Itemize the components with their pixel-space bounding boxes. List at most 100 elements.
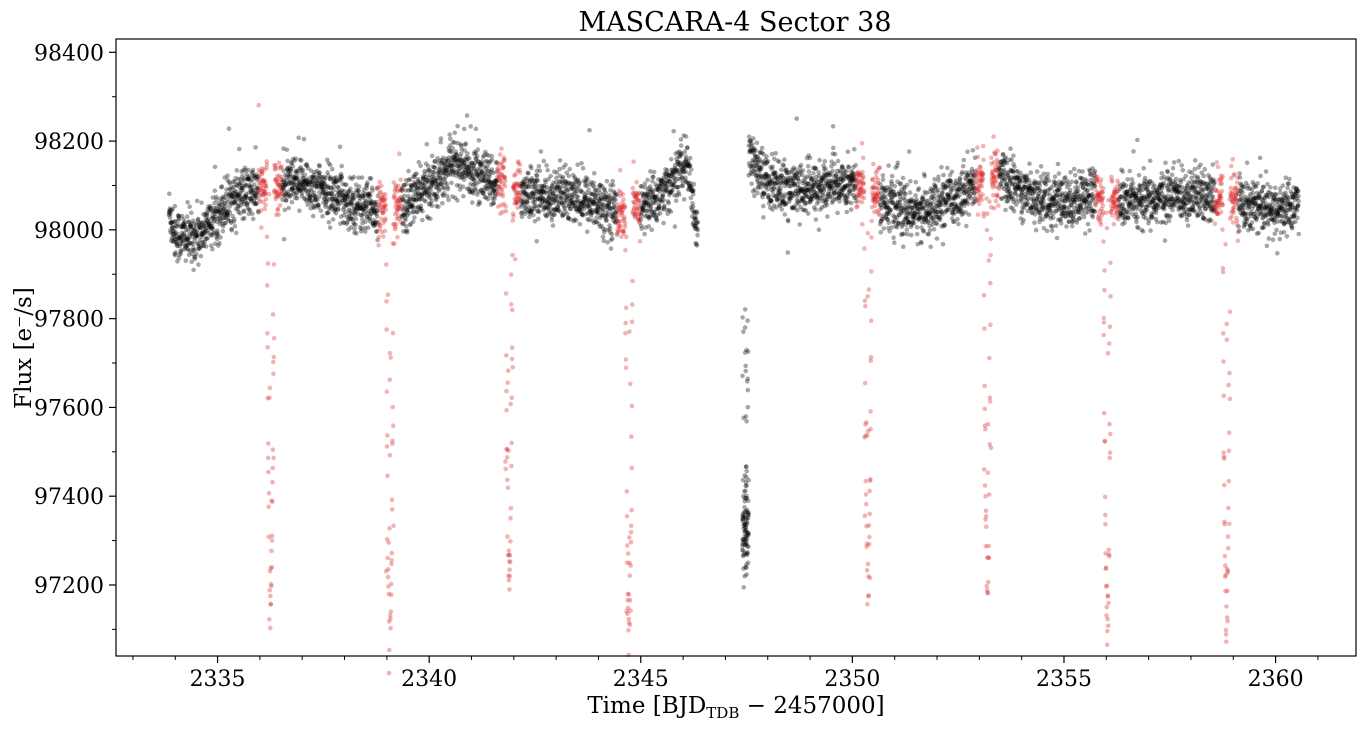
flux-point: [300, 186, 305, 191]
flux-point: [199, 231, 205, 237]
flux-point: [1068, 170, 1073, 175]
flux-point: [198, 253, 204, 259]
in-transit-point: [1104, 210, 1109, 216]
flux-point: [320, 185, 325, 191]
flux-point: [244, 195, 250, 200]
flux-point: [230, 179, 236, 184]
in-transit-point: [505, 534, 510, 539]
flux-point: [252, 200, 258, 206]
flux-point: [1056, 171, 1062, 176]
in-transit-point: [277, 203, 283, 208]
in-transit-point: [272, 177, 278, 182]
flux-point: [286, 205, 292, 211]
in-transit-point: [263, 185, 269, 191]
flux-point: [926, 232, 932, 237]
flux-point: [685, 145, 690, 151]
flux-point: [317, 170, 323, 175]
flux-point: [295, 174, 300, 179]
in-transit-point: [257, 192, 263, 197]
flux-point: [926, 219, 931, 224]
flux-point: [921, 229, 926, 234]
flux-point: [314, 181, 319, 187]
flux-point: [314, 184, 320, 189]
in-transit-point: [267, 568, 273, 574]
flux-point: [196, 243, 202, 249]
flux-point: [294, 170, 300, 176]
flux-point: [234, 168, 240, 173]
in-transit-point: [859, 140, 865, 146]
in-transit-point: [975, 154, 981, 160]
in-transit-point: [265, 261, 271, 266]
flux-point: [209, 233, 214, 238]
flux-point: [878, 230, 884, 235]
flux-point: [173, 218, 178, 224]
flux-point: [1081, 191, 1086, 196]
flux-point: [180, 223, 186, 229]
flux-point: [221, 224, 226, 229]
in-transit-point: [256, 197, 262, 202]
flux-point: [316, 205, 321, 210]
flux-point: [284, 191, 289, 197]
flux-point: [208, 209, 213, 214]
in-transit-point: [985, 421, 991, 427]
flux-point: [1077, 216, 1083, 221]
in-transit-point: [269, 533, 275, 539]
flux-point: [296, 135, 302, 141]
flux-point: [251, 193, 256, 199]
flux-point: [691, 182, 697, 187]
flux-point: [255, 174, 261, 180]
flux-point: [917, 210, 922, 216]
flux-point: [306, 198, 312, 203]
flux-point: [223, 212, 229, 218]
flux-point: [244, 201, 250, 206]
in-transit-point: [260, 170, 265, 175]
flux-point: [240, 216, 245, 222]
flux-point: [285, 158, 290, 164]
flux-point: [339, 174, 345, 180]
flux-point: [281, 236, 287, 242]
in-transit-point: [506, 448, 511, 454]
flux-point: [167, 211, 172, 216]
in-transit-point: [387, 377, 393, 383]
in-transit-point: [508, 401, 513, 407]
flux-point: [895, 160, 901, 165]
in-transit-point: [510, 252, 515, 258]
in-transit-point: [383, 216, 388, 222]
in-transit-point: [277, 184, 283, 190]
flux-point: [290, 175, 296, 180]
flux-point: [906, 149, 912, 154]
flux-point: [255, 190, 261, 196]
flux-point: [229, 192, 234, 198]
flux-point: [166, 209, 172, 215]
in-transit-point: [384, 299, 389, 304]
flux-point: [245, 176, 250, 182]
flux-point: [237, 197, 243, 203]
flux-point: [243, 167, 248, 173]
flux-point: [173, 233, 179, 238]
in-transit-point: [279, 190, 285, 196]
flux-point: [321, 190, 326, 196]
flux-point: [205, 207, 211, 212]
in-transit-point: [1102, 268, 1107, 273]
flux-point: [765, 159, 771, 164]
flux-point: [321, 187, 327, 193]
flux-point: [831, 145, 836, 151]
flux-point: [317, 163, 322, 169]
in-transit-point: [502, 183, 508, 189]
flux-point: [240, 184, 245, 189]
flux-point: [288, 187, 294, 192]
flux-point: [250, 216, 256, 222]
in-transit-point: [508, 539, 513, 544]
flux-point: [562, 204, 567, 209]
in-transit-point: [268, 601, 273, 607]
flux-point: [184, 214, 190, 219]
flux-point: [187, 204, 192, 209]
flux-point: [1057, 186, 1063, 191]
flux-point: [887, 229, 892, 234]
in-transit-point: [385, 567, 391, 572]
in-transit-point: [275, 193, 281, 198]
flux-point: [302, 195, 307, 201]
flux-point: [253, 193, 259, 199]
flux-point: [282, 193, 287, 199]
flux-point: [411, 219, 416, 224]
